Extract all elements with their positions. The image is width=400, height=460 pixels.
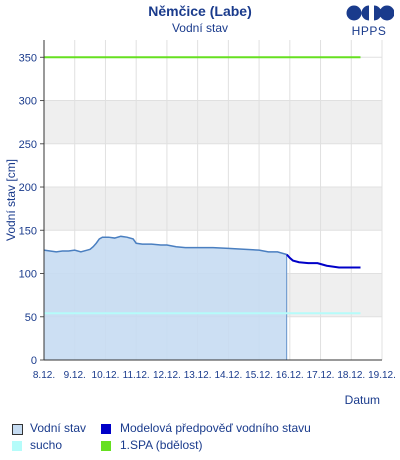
x-tick-label: 14.12. [214,370,242,381]
legend-label-observed: Vodní stav [30,421,87,435]
x-tick-label: 12.12. [153,370,181,381]
series-line-vodni-stav [43,235,287,256]
y-tick-label: 0 [31,355,37,367]
water-level-chart: 0 50 100 150 200 250 300 350 8.12. 9.12. 10.12. 11.… [4,40,396,407]
legend-swatch-forecast [101,424,111,434]
chart-title: Němčice (Labe) [148,3,252,19]
y-axis-label: Vodní stav [cm] [4,159,18,241]
x-tick-label: 13.12. [184,370,212,381]
x-tick-label: 19.12. [368,370,396,381]
series-area-vodni-stav [44,236,287,360]
y-tick-label: 150 [19,225,37,237]
legend-label-forecast: Modelová předpověď vodního stavu [120,421,311,435]
grid-band [44,100,382,144]
grid-band [44,187,382,231]
x-tick-label: 8.12. [33,370,55,381]
y-tick-label: 50 [25,312,37,324]
hpps-logo-icon [346,5,395,21]
x-axis-label: Datum [345,393,380,407]
y-tick-label: 350 [19,52,37,64]
series-line-forecast [285,253,361,269]
legend-swatch-sucho [12,441,22,451]
y-tick-label: 250 [19,139,37,151]
x-tick-label: 15.12. [245,370,273,381]
legend-label-spa1: 1.SPA (bdělost) [120,438,203,452]
hpps-logo: HPPS [344,4,400,44]
x-tick-label: 11.12. [123,370,150,381]
grid-band-top [44,40,382,58]
y-tick-label: 100 [19,269,37,281]
x-tick-label: 17.12. [307,370,335,381]
x-tick-label: 9.12. [64,370,86,381]
x-tick-label: 16.12. [276,370,304,381]
y-tick-label: 200 [19,182,37,194]
legend-swatch-spa1 [101,441,111,451]
chart-legend: Vodní stav Modelová předpověď vodního st… [0,416,400,460]
x-tick-label: 18.12. [337,370,365,381]
y-tick-label: 300 [19,96,37,108]
logo-text: HPPS [351,24,387,38]
legend-swatch-observed [12,424,23,435]
chart-subtitle: Vodní stav [171,21,229,35]
x-tick-label: 10.12. [92,370,120,381]
legend-label-sucho: sucho [30,438,63,452]
